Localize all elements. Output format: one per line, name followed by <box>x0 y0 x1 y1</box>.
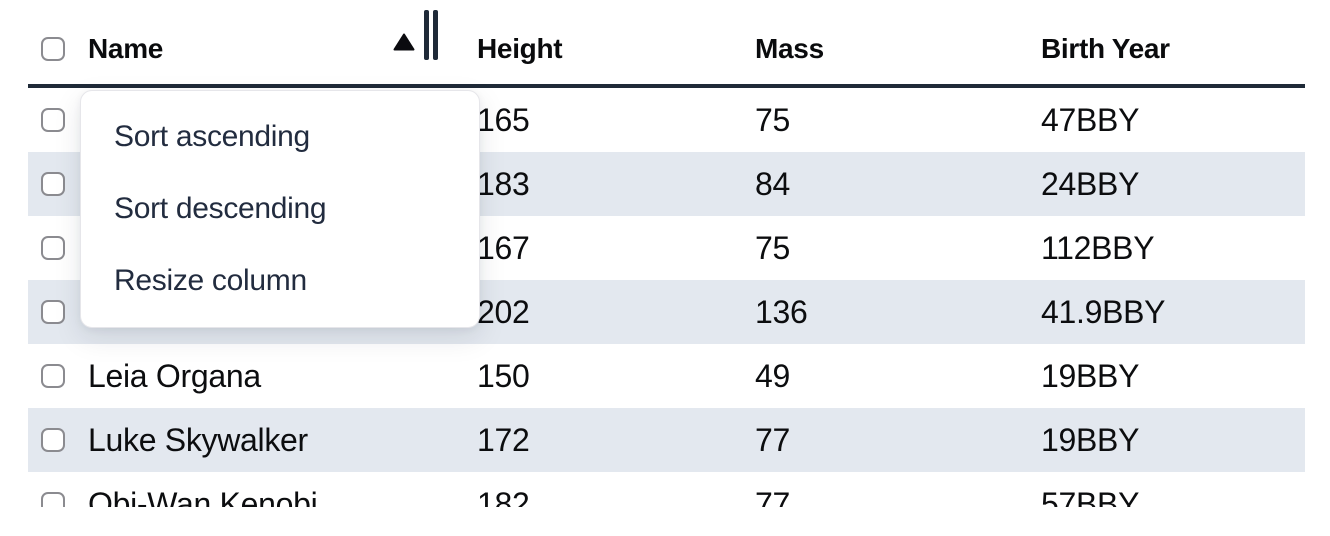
column-resize-handle[interactable] <box>424 10 438 60</box>
table-header-row: Name Height Mass Birth Year <box>28 0 1305 88</box>
cell-name: Obi-Wan Kenobi <box>88 485 318 508</box>
column-header-mass-label: Mass <box>755 33 824 64</box>
table-row: Luke Skywalker 172 77 19BBY <box>28 408 1305 472</box>
column-header-birth-year-label: Birth Year <box>1041 33 1170 64</box>
column-header-height[interactable]: Height <box>465 14 743 84</box>
select-all-checkbox[interactable] <box>41 37 65 61</box>
cell-birth-year: 19BBY <box>1041 357 1140 394</box>
cell-height: 183 <box>477 165 530 202</box>
cell-height: 182 <box>477 485 530 508</box>
table-row: Leia Organa 150 49 19BBY <box>28 344 1305 408</box>
column-header-birth-year[interactable]: Birth Year <box>1029 14 1305 84</box>
row-checkbox[interactable] <box>41 428 65 452</box>
cell-birth-year: 47BBY <box>1041 101 1140 138</box>
row-checkbox[interactable] <box>41 364 65 388</box>
cell-mass: 75 <box>755 229 790 266</box>
sort-ascending-icon <box>393 33 415 51</box>
table-row: Obi-Wan Kenobi 182 77 57BBY <box>28 472 1305 507</box>
row-checkbox[interactable] <box>41 300 65 324</box>
cell-mass: 136 <box>755 293 808 330</box>
column-header-name[interactable]: Name <box>76 10 465 84</box>
cell-name: Leia Organa <box>88 357 261 394</box>
cell-birth-year: 19BBY <box>1041 421 1140 458</box>
cell-height: 172 <box>477 421 530 458</box>
row-checkbox[interactable] <box>41 492 65 507</box>
cell-mass: 49 <box>755 357 790 394</box>
cell-height: 167 <box>477 229 530 266</box>
cell-birth-year: 41.9BBY <box>1041 293 1166 330</box>
resize-bar <box>433 10 438 60</box>
row-checkbox[interactable] <box>41 108 65 132</box>
row-checkbox[interactable] <box>41 236 65 260</box>
cell-name: Luke Skywalker <box>88 421 308 458</box>
resize-bar <box>424 10 429 60</box>
column-header-height-label: Height <box>477 33 563 64</box>
cell-mass: 75 <box>755 101 790 138</box>
row-checkbox[interactable] <box>41 172 65 196</box>
cell-mass: 77 <box>755 485 790 508</box>
menu-item-sort-descending[interactable]: Sort descending <box>114 192 327 225</box>
column-context-menu: Sort ascending Sort descending Resize co… <box>80 90 480 328</box>
menu-item-sort-ascending[interactable]: Sort ascending <box>114 120 310 153</box>
cell-height: 150 <box>477 357 530 394</box>
cell-height: 202 <box>477 293 530 330</box>
cell-mass: 84 <box>755 165 790 202</box>
cell-birth-year: 112BBY <box>1041 229 1155 266</box>
column-header-name-label: Name <box>88 33 164 64</box>
menu-item-resize-column[interactable]: Resize column <box>114 264 307 297</box>
cell-mass: 77 <box>755 421 790 458</box>
cell-birth-year: 24BBY <box>1041 165 1140 202</box>
select-all-cell <box>28 14 76 84</box>
cell-height: 165 <box>477 101 530 138</box>
cell-birth-year: 57BBY <box>1041 485 1140 508</box>
column-header-mass[interactable]: Mass <box>743 14 1029 84</box>
